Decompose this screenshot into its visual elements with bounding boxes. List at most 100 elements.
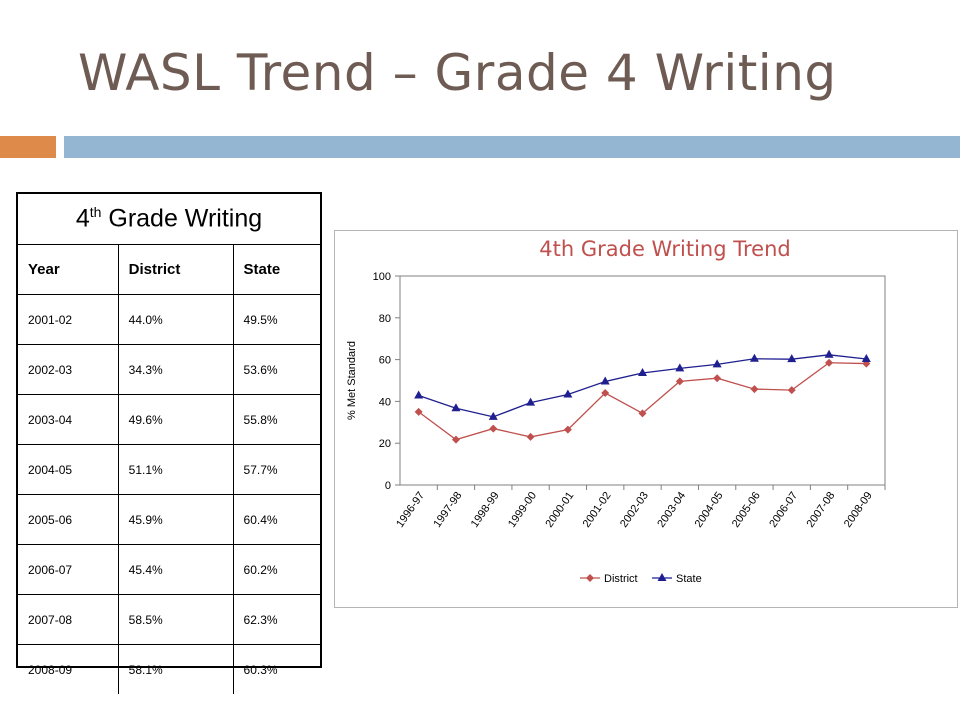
data-point-district [750, 385, 759, 394]
cell-district: 58.1% [118, 644, 234, 694]
data-point-state [675, 363, 685, 372]
data-point-district [675, 377, 684, 386]
cell-year: 2005-06 [18, 494, 119, 545]
plot-area [399, 275, 886, 486]
x-tick-label: 2006-07 [767, 490, 800, 530]
cell-district: 49.6% [118, 394, 234, 445]
table-row: 2005-06 45.9% 60.4% [18, 494, 320, 545]
legend-label-district: District [604, 573, 638, 585]
accent-bar-blue [64, 136, 960, 158]
cell-state: 62.3% [233, 594, 320, 645]
table-header-row: Year District State [18, 244, 320, 295]
x-tick-label: 2005-06 [730, 490, 763, 530]
cell-district: 51.1% [118, 444, 234, 495]
x-tick-label: 2007-08 [805, 490, 838, 530]
y-tick-label: 20 [379, 438, 391, 450]
data-point-state [638, 367, 647, 376]
cell-district: 44.0% [118, 294, 234, 345]
cell-state: 53.6% [233, 344, 320, 395]
data-point-district [713, 374, 722, 383]
data-point-district [563, 425, 572, 434]
data-point-district [526, 432, 535, 441]
data-point-district [638, 409, 647, 418]
data-point-district [489, 424, 498, 433]
cell-district: 58.5% [118, 594, 234, 645]
y-tick-label: 80 [379, 313, 391, 325]
legend-marker-district [586, 574, 594, 582]
data-point-state [451, 403, 461, 412]
header-district: District [118, 244, 234, 295]
table-caption: 4th Grade Writing [18, 194, 320, 245]
cell-district: 45.9% [118, 494, 234, 545]
cell-state: 57.7% [233, 444, 320, 495]
y-tick-label: 100 [373, 271, 391, 283]
data-point-state [824, 349, 834, 358]
x-tick-label: 2008-09 [842, 490, 875, 530]
accent-bar-orange [0, 136, 56, 158]
trend-chart-svg: 4th Grade Writing Trend 0 20 40 60 80 100 % Met… [346, 237, 886, 585]
x-tick-label: 2000-01 [543, 490, 576, 530]
x-tick-label: 2001-02 [581, 490, 614, 530]
data-point-district [862, 359, 871, 368]
data-point-state [861, 353, 871, 362]
table-row: 2001-02 44.0% 49.5% [18, 294, 320, 345]
data-point-state [749, 353, 759, 362]
data-point-district [601, 389, 610, 398]
legend-marker-state [657, 573, 667, 581]
table-row: 2003-04 49.6% 55.8% [18, 394, 320, 445]
cell-year: 2008-09 [18, 644, 119, 694]
cell-year: 2002-03 [18, 344, 119, 395]
cell-district: 45.4% [118, 544, 234, 595]
table-row: 2002-03 34.3% 53.6% [18, 344, 320, 395]
cell-year: 2001-02 [18, 294, 119, 345]
header-year: Year [18, 244, 119, 295]
data-point-state [712, 359, 722, 368]
x-tick-label: 2004-05 [693, 490, 726, 530]
table-row: 2004-05 51.1% 57.7% [18, 444, 320, 495]
series-line-state [418, 354, 867, 418]
y-tick-label: 40 [379, 396, 391, 408]
y-tick-label: 0 [385, 480, 391, 492]
table-caption-text: Grade Writing [101, 204, 263, 233]
data-table: 4th Grade Writing Year District State 20… [16, 192, 322, 694]
cell-state: 60.4% [233, 494, 320, 545]
data-point-district [414, 407, 423, 416]
table-caption-number: 4 [75, 204, 90, 233]
data-point-district [451, 435, 460, 444]
y-axis-label: % Met Standard [346, 341, 358, 420]
cell-state: 60.3% [243, 662, 278, 677]
cell-district: 34.3% [118, 344, 234, 395]
data-point-state [563, 389, 573, 398]
x-tick-label: 2002-03 [618, 490, 651, 530]
data-point-district [825, 358, 834, 367]
x-tick-label: 1996-97 [394, 490, 427, 530]
table-row: 2006-07 45.4% 60.2% [18, 544, 320, 595]
chart-title: 4th Grade Writing Trend [539, 237, 790, 261]
x-tick-label: 1997-98 [431, 490, 464, 530]
y-tick-label: 60 [379, 355, 391, 367]
data-point-state [600, 376, 610, 385]
legend-label-state: State [676, 573, 702, 585]
data-point-state [414, 390, 424, 399]
cell-state: 60.2% [233, 544, 320, 595]
slide-title: WASL Trend – Grade 4 Writing [78, 44, 837, 102]
header-state: State [233, 244, 320, 295]
table-row: 2007-08 58.5% 62.3% [18, 594, 320, 645]
cell-state: 49.5% [233, 294, 320, 345]
x-tick-label: 1998-99 [469, 490, 502, 530]
x-tick-label: 2003-04 [655, 490, 688, 530]
cell-year: 2006-07 [18, 544, 119, 595]
x-tick-label: 1999-00 [506, 490, 539, 530]
trend-chart: 4th Grade Writing Trend 0 20 40 60 80 100 % Met… [334, 230, 958, 608]
cell-year: 2007-08 [18, 594, 119, 645]
data-point-district [787, 386, 796, 395]
cell-year: 2004-05 [18, 444, 119, 495]
table-caption-superscript: th [89, 204, 102, 221]
cell-state: 55.8% [233, 394, 320, 445]
table-row: 2008-09 58.1% 60.3% [18, 644, 320, 694]
grade-table: 4th Grade Writing Year District State 20… [18, 194, 320, 694]
data-point-state [526, 397, 536, 406]
data-point-state [787, 354, 797, 363]
data-point-state [488, 411, 498, 420]
cell-year: 2003-04 [18, 394, 119, 445]
